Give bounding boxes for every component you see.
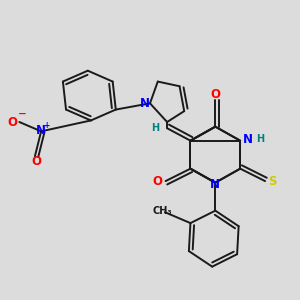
- Text: H: H: [256, 134, 264, 144]
- Text: O: O: [210, 88, 220, 101]
- Text: N: N: [243, 133, 253, 146]
- Text: N: N: [140, 97, 149, 110]
- Text: S: S: [268, 175, 277, 188]
- Text: +: +: [43, 121, 49, 130]
- Text: O: O: [8, 116, 17, 128]
- Text: CH₃: CH₃: [153, 206, 172, 216]
- Text: N: N: [210, 178, 220, 191]
- Text: O: O: [153, 175, 163, 188]
- Text: O: O: [32, 155, 41, 168]
- Text: N: N: [36, 124, 46, 137]
- Text: H: H: [151, 123, 159, 133]
- Text: −: −: [18, 109, 27, 119]
